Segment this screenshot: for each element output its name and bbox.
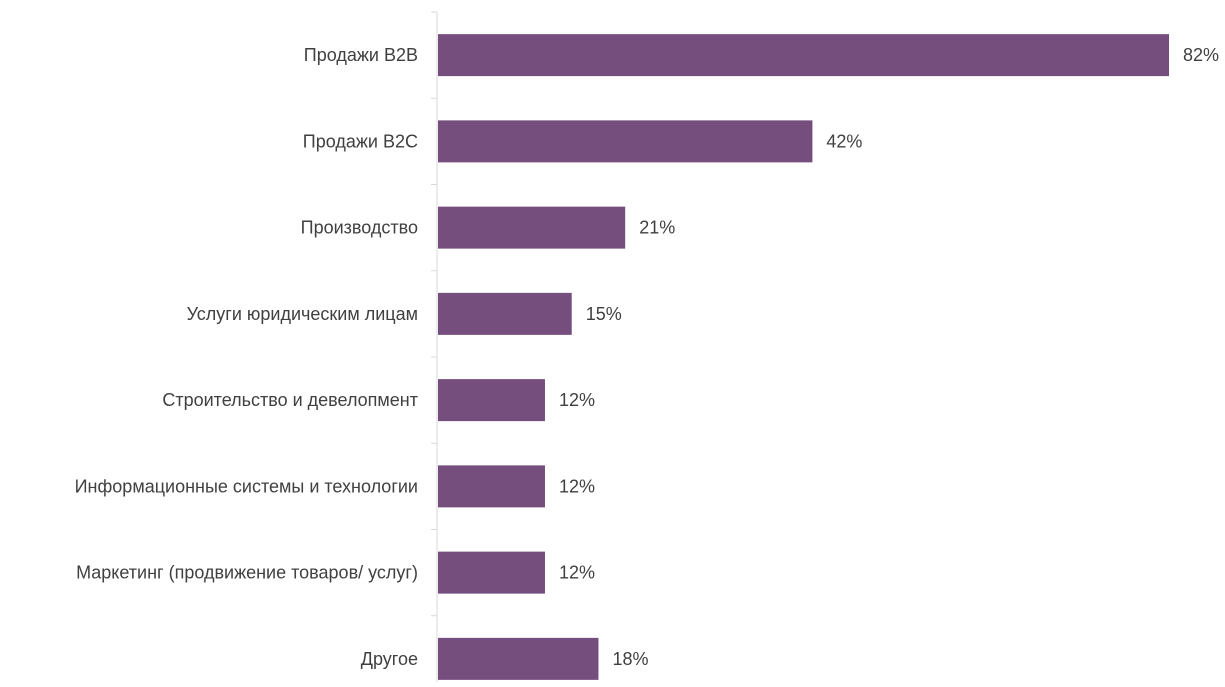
value-label: 15% — [586, 304, 622, 324]
category-label: Информационные системы и технологии — [75, 476, 418, 496]
value-label: 12% — [559, 390, 595, 410]
bar — [438, 292, 572, 335]
category-label: Продажи В2С — [303, 131, 418, 151]
bars-group — [438, 34, 1169, 680]
value-label: 82% — [1183, 45, 1219, 65]
bar — [438, 379, 545, 422]
bar — [438, 120, 813, 163]
category-label: Производство — [301, 218, 418, 238]
category-label: Услуги юридическим лицам — [187, 304, 418, 324]
category-label: Продажи В2В — [304, 45, 418, 65]
category-label: Строительство и девелопмент — [162, 390, 418, 410]
category-label: Другое — [361, 649, 418, 669]
bar — [438, 551, 545, 594]
value-label: 18% — [612, 649, 648, 669]
value-label: 12% — [559, 476, 595, 496]
value-label: 42% — [826, 131, 862, 151]
category-label: Маркетинг (продвижение товаров/ услуг) — [76, 563, 418, 583]
bar — [438, 34, 1169, 77]
y-axis-ticks — [431, 11, 437, 617]
value-label: 12% — [559, 563, 595, 583]
bar — [438, 206, 626, 249]
bar — [438, 465, 545, 508]
value-label: 21% — [639, 218, 675, 238]
value-labels: 82% 42% 21% 15% 12% 12% 12% 18% — [559, 45, 1219, 669]
bar — [438, 637, 599, 680]
category-labels: Продажи В2В Продажи В2С Производство Услуги… — [75, 45, 418, 669]
